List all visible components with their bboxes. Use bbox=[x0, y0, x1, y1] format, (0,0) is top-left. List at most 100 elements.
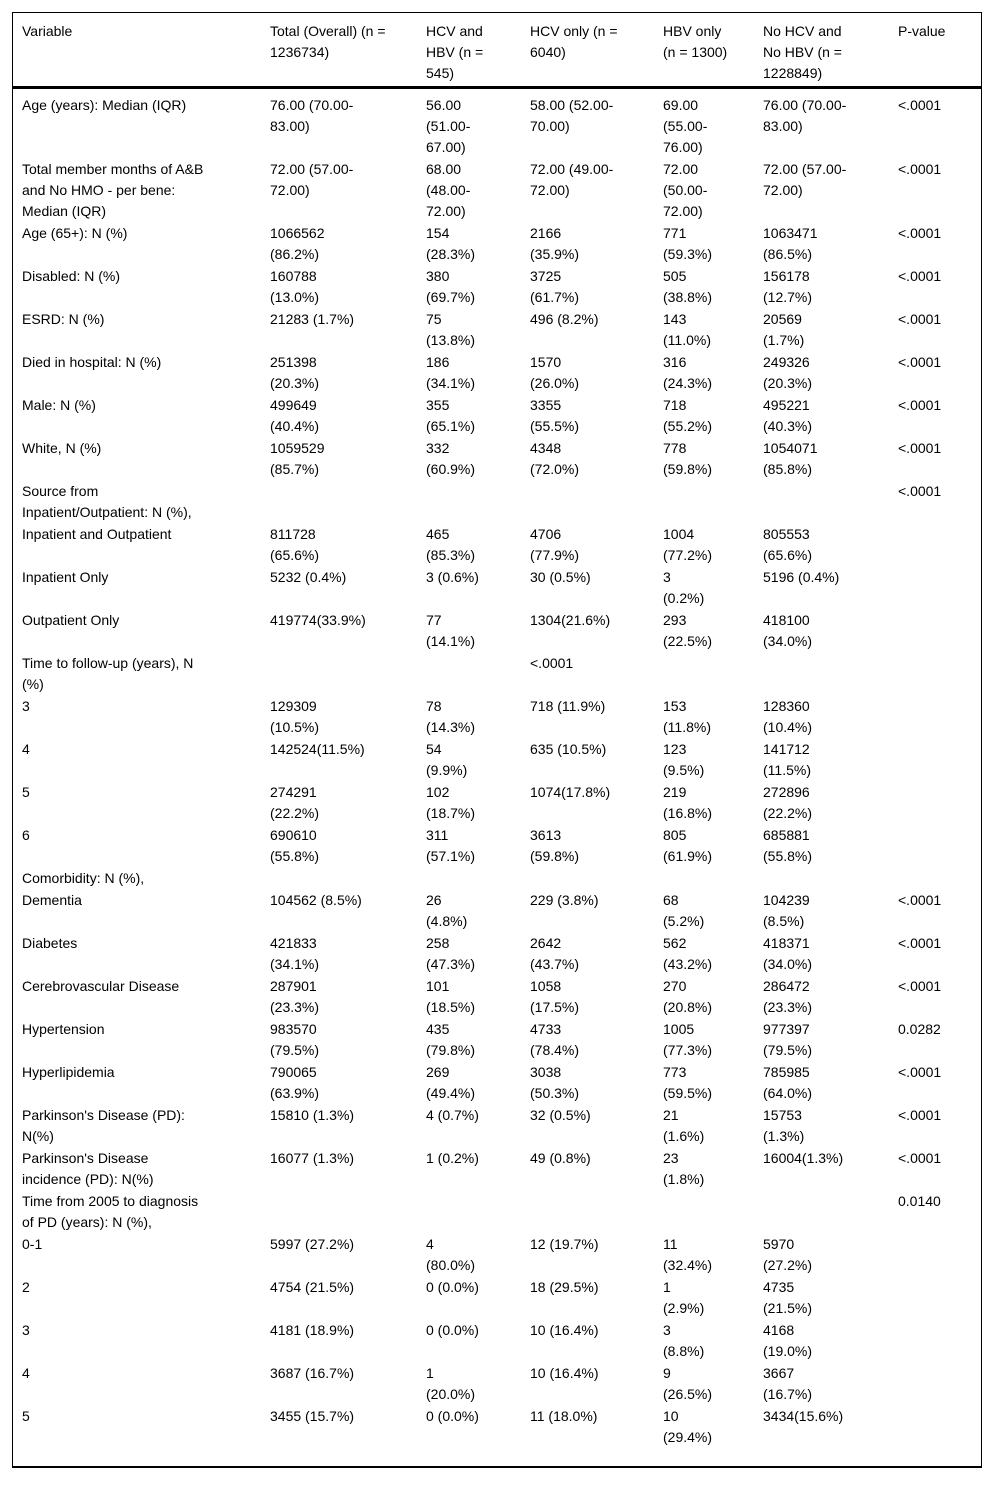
table-row: Outpatient Only 419774(33.9%) 77 (14.1%) 13… bbox=[13, 609, 981, 652]
value-cell bbox=[898, 609, 981, 652]
value-cell: 32 (0.5%) bbox=[530, 1107, 591, 1123]
header-cell: Variable bbox=[13, 13, 270, 89]
value-cell: 153 (11.8%) bbox=[663, 698, 711, 735]
value-cell: 499649 (40.4%) bbox=[270, 397, 320, 434]
value-cell: 269 (49.4%) bbox=[426, 1064, 476, 1101]
value-cell bbox=[426, 1190, 530, 1233]
value-cell bbox=[426, 652, 530, 695]
value-cell: <.0001 bbox=[898, 1064, 942, 1080]
value-cell: 718 (55.2%) bbox=[663, 397, 713, 434]
value-cell: 249326 (20.3%) bbox=[763, 354, 813, 391]
value-cell: 0.0282 bbox=[898, 1021, 941, 1037]
value-cell: 1074(17.8%) bbox=[530, 784, 611, 800]
value-cell bbox=[898, 1319, 981, 1362]
value-cell: 778 (59.8%) bbox=[663, 440, 713, 477]
value-cell: <.0001 bbox=[898, 311, 942, 327]
baseline-characteristics-table-container: Variable Total (Overall) (n = 1236734) HCV… bbox=[12, 12, 982, 1468]
variable-cell: Inpatient Only bbox=[22, 569, 109, 585]
table-row: Diabetes 421833 (34.1%) 258 (47.3%) 2642 (4… bbox=[13, 932, 981, 975]
value-cell: 258 (47.3%) bbox=[426, 935, 476, 972]
value-cell: <.0001 bbox=[898, 225, 942, 241]
value-cell: 272896 (22.2%) bbox=[763, 784, 813, 821]
table-header: Variable Total (Overall) (n = 1236734) HCV… bbox=[13, 13, 981, 89]
value-cell bbox=[898, 566, 981, 609]
table-row: 6 690610 (55.8%) 311 (57.1%) 3613 (59.8%) 80… bbox=[13, 824, 981, 867]
value-cell: 435 (79.8%) bbox=[426, 1021, 476, 1058]
value-cell: 128360 (10.4%) bbox=[763, 698, 813, 735]
value-cell: 251398 (20.3%) bbox=[270, 354, 320, 391]
value-cell: 5970 (27.2%) bbox=[763, 1236, 813, 1273]
variable-cell: Hyperlipidemia bbox=[22, 1064, 115, 1080]
table-row: Inpatient Only 5232 (0.4%) 3 (0.6%) 30 (0.5… bbox=[13, 566, 981, 609]
table-row: Hyperlipidemia 790065 (63.9%) 269 (49.4%) 3… bbox=[13, 1061, 981, 1104]
value-cell: 316 (24.3%) bbox=[663, 354, 713, 391]
table-row: Male: N (%) 499649 (40.4%) 355 (65.1%) 3355… bbox=[13, 394, 981, 437]
table-row: Died in hospital: N (%) 251398 (20.3%) 186… bbox=[13, 351, 981, 394]
value-cell: 4 (0.7%) bbox=[426, 1107, 479, 1123]
value-cell: 421833 (34.1%) bbox=[270, 935, 320, 972]
value-cell bbox=[763, 652, 898, 695]
value-cell: 4168 (19.0%) bbox=[763, 1322, 813, 1359]
value-cell: 160788 (13.0%) bbox=[270, 268, 320, 305]
table-row: 5 3455 (15.7%) 0 (0.0%) 11 (18.0%) 10 (29.4%… bbox=[13, 1405, 981, 1466]
value-cell: 1054071 (85.8%) bbox=[763, 440, 818, 477]
value-cell: 3687 (16.7%) bbox=[270, 1365, 355, 1381]
table-row: Inpatient and Outpatient 811728 (65.6%) 46… bbox=[13, 523, 981, 566]
value-cell: 635 (10.5%) bbox=[530, 741, 607, 757]
value-cell: 20569 (1.7%) bbox=[763, 311, 805, 348]
value-cell: 286472 (23.3%) bbox=[763, 978, 813, 1015]
value-cell: 1304(21.6%) bbox=[530, 612, 611, 628]
value-cell: <.0001 bbox=[898, 97, 942, 113]
value-cell: 5232 (0.4%) bbox=[270, 569, 347, 585]
value-cell: 690610 (55.8%) bbox=[270, 827, 320, 864]
value-cell: 311 (57.1%) bbox=[426, 827, 476, 864]
variable-cell: 5 bbox=[22, 784, 30, 800]
table-row: 2 4754 (21.5%) 0 (0.0%) 18 (29.5%) 1 (2.9%) 4… bbox=[13, 1276, 981, 1319]
value-cell: 274291 (22.2%) bbox=[270, 784, 320, 821]
variable-cell: 3 bbox=[22, 1322, 30, 1338]
value-cell: 72.00 (49.00- 72.00) bbox=[530, 161, 614, 198]
value-cell bbox=[530, 867, 663, 889]
value-cell: 418371 (34.0%) bbox=[763, 935, 813, 972]
value-cell: 102 (18.7%) bbox=[426, 784, 476, 821]
value-cell bbox=[270, 867, 426, 889]
value-cell bbox=[763, 1190, 898, 1233]
value-cell: <.0001 bbox=[898, 935, 942, 951]
value-cell: 54 (9.9%) bbox=[426, 741, 468, 778]
value-cell: 9 (26.5%) bbox=[663, 1365, 713, 1402]
value-cell: 219 (16.8%) bbox=[663, 784, 713, 821]
variable-cell: Dementia bbox=[22, 892, 82, 908]
variable-cell: Hypertension bbox=[22, 1021, 105, 1037]
value-cell: 4706 (77.9%) bbox=[530, 526, 580, 563]
value-cell: 21 (1.6%) bbox=[663, 1107, 705, 1144]
value-cell: 141712 (11.5%) bbox=[763, 741, 811, 778]
value-cell: 790065 (63.9%) bbox=[270, 1064, 320, 1101]
value-cell: 1066562 (86.2%) bbox=[270, 225, 325, 262]
value-cell bbox=[763, 480, 898, 523]
value-cell: 805553 (65.6%) bbox=[763, 526, 813, 563]
table-row: Total member months of A&B and No HMO - … bbox=[13, 158, 981, 222]
value-cell: 811728 (65.6%) bbox=[270, 526, 320, 563]
table-body: Age (years): Median (IQR) 76.00 (70.00- 8… bbox=[13, 88, 981, 1467]
table-row: Source from Inpatient/Outpatient: N (%),… bbox=[13, 480, 981, 523]
header-row: Variable Total (Overall) (n = 1236734) HCV… bbox=[13, 13, 981, 89]
table-row: Time from 2005 to diagnosis of PD (years… bbox=[13, 1190, 981, 1233]
table-row: ESRD: N (%) 21283 (1.7%) 75 (13.8%) 496 (8.… bbox=[13, 308, 981, 351]
value-cell: 419774(33.9%) bbox=[270, 612, 366, 628]
variable-cell: 4 bbox=[22, 1365, 30, 1381]
value-cell: 77 (14.1%) bbox=[426, 612, 476, 649]
value-cell: <.0001 bbox=[898, 268, 942, 284]
value-cell bbox=[270, 1190, 426, 1233]
value-cell: 293 (22.5%) bbox=[663, 612, 713, 649]
value-cell: 142524(11.5%) bbox=[270, 741, 365, 757]
table-row: Disabled: N (%) 160788 (13.0%) 380 (69.7%)… bbox=[13, 265, 981, 308]
table-row: Hypertension 983570 (79.5%) 435 (79.8%) 473… bbox=[13, 1018, 981, 1061]
variable-cell: 2 bbox=[22, 1279, 30, 1295]
value-cell: 78 (14.3%) bbox=[426, 698, 476, 735]
value-cell bbox=[898, 1276, 981, 1319]
value-cell: 1058 (17.5%) bbox=[530, 978, 580, 1015]
value-cell: 380 (69.7%) bbox=[426, 268, 476, 305]
value-cell: 3455 (15.7%) bbox=[270, 1408, 355, 1424]
table-row: Comorbidity: N (%), bbox=[13, 867, 981, 889]
value-cell: 11 (18.0%) bbox=[530, 1408, 598, 1424]
